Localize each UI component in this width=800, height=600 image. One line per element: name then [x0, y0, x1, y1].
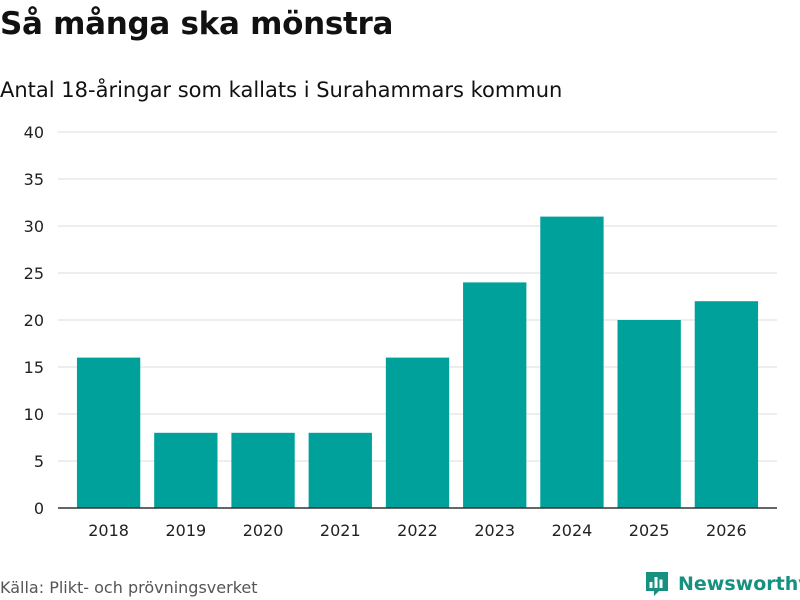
y-tick-label-0: 0 — [34, 499, 44, 518]
y-axis-ticks: 0 5 10 15 20 25 30 35 40 — [24, 123, 44, 518]
chart-title: Så många ska mönstra — [0, 6, 394, 42]
source-note: Källa: Plikt- och prövningsverket — [0, 578, 258, 597]
bar-chart-logo-icon — [646, 572, 668, 596]
y-tick-label-25: 25 — [24, 264, 44, 283]
x-tick-label-2018: 2018 — [88, 521, 129, 540]
bar-2019 — [154, 432, 218, 508]
y-tick-label-10: 10 — [24, 405, 44, 424]
bar-2021 — [308, 432, 372, 508]
bar-2018 — [76, 357, 141, 508]
x-tick-label-2023: 2023 — [474, 521, 515, 540]
x-tick-label-2025: 2025 — [629, 521, 670, 540]
x-tick-label-2019: 2019 — [165, 521, 206, 540]
brand-logo: Newsworthy — [644, 570, 800, 598]
x-tick-label-2026: 2026 — [706, 521, 747, 540]
x-tick-label-2021: 2021 — [320, 521, 361, 540]
x-tick-label-2020: 2020 — [243, 521, 284, 540]
y-tick-label-35: 35 — [24, 170, 44, 189]
y-tick-label-20: 20 — [24, 311, 44, 330]
x-tick-label-2022: 2022 — [397, 521, 438, 540]
chart-subtitle: Antal 18-åringar som kallats i Surahamma… — [0, 78, 563, 102]
bars — [76, 216, 759, 508]
bar-2024 — [540, 216, 604, 508]
y-tick-label-5: 5 — [34, 452, 44, 471]
brand-name: Newsworthy — [678, 573, 800, 595]
bar-2025 — [617, 320, 681, 508]
y-tick-label-30: 30 — [24, 217, 44, 236]
bar-2026 — [694, 301, 759, 508]
x-tick-label-2024: 2024 — [552, 521, 593, 540]
x-axis-ticks: 2018 2019 2020 2021 2022 2023 2024 2025 2026 — [88, 521, 746, 540]
bar-2020 — [231, 432, 295, 508]
bar-2022 — [385, 357, 450, 508]
y-tick-label-40: 40 — [24, 123, 44, 142]
bar-2023 — [463, 282, 527, 508]
y-tick-label-15: 15 — [24, 358, 44, 377]
